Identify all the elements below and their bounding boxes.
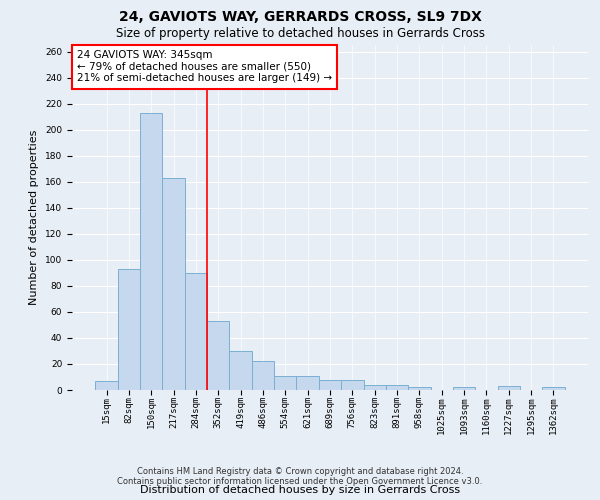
Bar — [497, 386, 520, 390]
Bar — [185, 273, 207, 390]
Bar — [364, 385, 386, 390]
Text: Size of property relative to detached houses in Gerrards Cross: Size of property relative to detached ho… — [115, 28, 485, 40]
Text: Distribution of detached houses by size in Gerrards Cross: Distribution of detached houses by size … — [140, 485, 460, 495]
Bar — [163, 178, 185, 390]
Bar — [296, 376, 319, 390]
Bar — [542, 388, 565, 390]
Text: 24 GAVIOTS WAY: 345sqm
← 79% of detached houses are smaller (550)
21% of semi-de: 24 GAVIOTS WAY: 345sqm ← 79% of detached… — [77, 50, 332, 84]
Bar — [408, 388, 431, 390]
Text: Contains public sector information licensed under the Open Government Licence v3: Contains public sector information licen… — [118, 477, 482, 486]
Bar — [252, 362, 274, 390]
Bar — [95, 381, 118, 390]
Text: Contains HM Land Registry data © Crown copyright and database right 2024.: Contains HM Land Registry data © Crown c… — [137, 467, 463, 476]
Bar — [319, 380, 341, 390]
Bar — [274, 376, 296, 390]
Bar — [140, 112, 163, 390]
Text: 24, GAVIOTS WAY, GERRARDS CROSS, SL9 7DX: 24, GAVIOTS WAY, GERRARDS CROSS, SL9 7DX — [119, 10, 481, 24]
Y-axis label: Number of detached properties: Number of detached properties — [29, 130, 40, 305]
Bar — [118, 269, 140, 390]
Bar — [386, 385, 408, 390]
Bar — [229, 351, 252, 390]
Bar — [207, 321, 229, 390]
Bar — [453, 388, 475, 390]
Bar — [341, 380, 364, 390]
